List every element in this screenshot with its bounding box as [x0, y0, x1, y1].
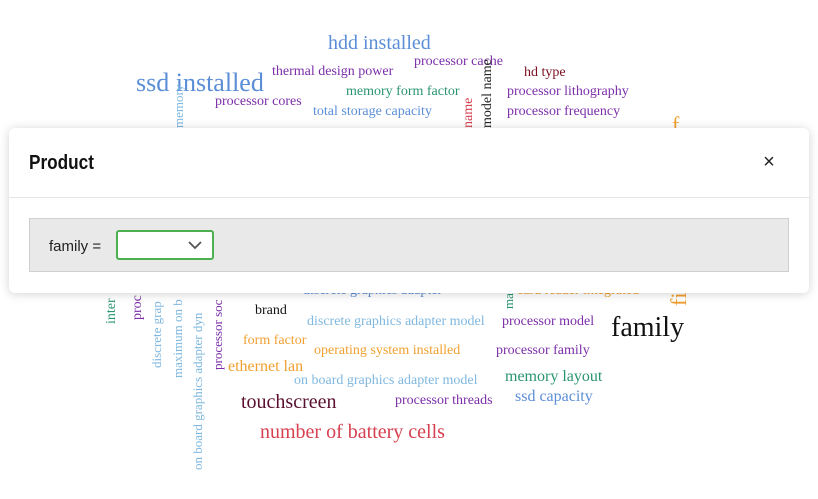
- word-processor-model: processor model: [502, 314, 595, 329]
- word-touchscreen: touchscreen: [241, 391, 337, 413]
- product-filter-dialog: Product × family =: [9, 128, 809, 293]
- word-ssd-capacity: ssd capacity: [515, 388, 593, 405]
- chevron-down-icon: [188, 241, 202, 250]
- word-brand: brand: [255, 303, 287, 318]
- close-icon[interactable]: ×: [763, 151, 775, 173]
- word-memory-layout: memory layout: [505, 368, 603, 385]
- word-processor-family: processor family: [496, 343, 590, 358]
- word-processor-soc: processor soc: [210, 299, 225, 370]
- word-discrete-graphics-adapter-model: discrete graphics adapter model: [307, 314, 485, 329]
- word-ethernet-lan: ethernet lan: [228, 358, 304, 375]
- word-processor-threads: processor threads: [395, 393, 493, 408]
- word-ssd-installed: ssd installed: [136, 68, 264, 97]
- word-processor-cores: processor cores: [215, 94, 302, 109]
- word-fi: fi: [666, 292, 691, 306]
- word-family: family: [611, 312, 685, 343]
- word-processor-frequency: processor frequency: [507, 104, 621, 119]
- word-total-storage-capacity: total storage capacity: [313, 104, 432, 119]
- word-f: f: [672, 112, 680, 137]
- word-on-board-graphics-adapter-model: on board graphics adapter model: [294, 373, 478, 388]
- dialog-header: Product ×: [9, 128, 809, 198]
- word-hdd-installed: hdd installed: [328, 32, 431, 54]
- word-processor-cache: processor cache: [414, 54, 504, 69]
- family-select[interactable]: [116, 230, 214, 260]
- word-form-factor: form factor: [243, 333, 307, 348]
- word-number-of-battery-cells: number of battery cells: [260, 421, 445, 443]
- word-on-board-graphics-adapter-dyn: on board graphics adapter dyn: [190, 312, 205, 470]
- word-model-name: model name: [480, 59, 495, 128]
- word-hd-type: hd type: [524, 65, 566, 80]
- word-inter: inter: [104, 298, 119, 324]
- word-name: name: [461, 97, 476, 128]
- word-discrete-grap: discrete grap: [149, 301, 164, 368]
- family-filter-label: family =: [49, 238, 102, 255]
- word-memory: memory: [171, 84, 186, 128]
- filter-row: family =: [29, 218, 789, 272]
- word-ma: ma: [501, 293, 516, 309]
- word-thermal-design-power: thermal design power: [272, 64, 394, 79]
- dialog-title: Product: [29, 152, 94, 174]
- word-memory-form-factor: memory form factor: [346, 84, 460, 99]
- word-proc: proc: [130, 295, 145, 320]
- word-processor-lithography: processor lithography: [507, 84, 629, 99]
- word-operating-system-installed: operating system installed: [314, 343, 461, 358]
- word-maximum-on-b: maximum on b: [170, 299, 185, 378]
